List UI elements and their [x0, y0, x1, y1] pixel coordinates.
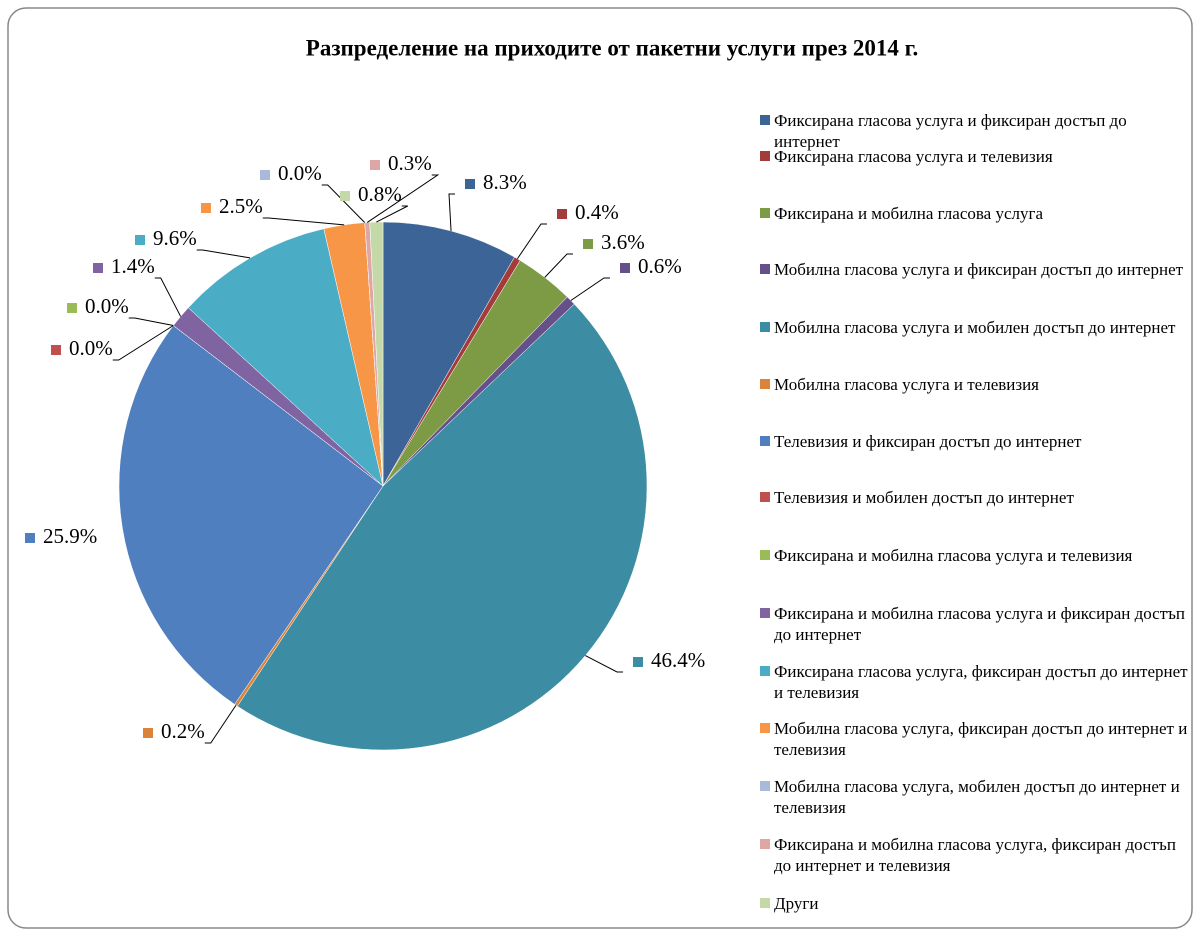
data-label: 46.4%: [651, 648, 705, 672]
label-key: [135, 235, 145, 245]
leader-line: [570, 277, 610, 301]
legend-item: Фиксирана и мобилна гласова услуга и тел…: [760, 545, 1190, 566]
pie-slice: [237, 303, 648, 751]
leader-line: [204, 704, 237, 744]
legend-item: Фиксирана и мобилна гласова услуга: [760, 203, 1190, 224]
legend-label: Мобилна гласова услуга, фиксиран достъп …: [774, 719, 1188, 759]
data-label: 1.4%: [111, 254, 155, 278]
legend-item: Други: [760, 893, 1190, 914]
legend-label: Други: [774, 894, 819, 913]
pie-slice: [382, 221, 515, 487]
data-label: 25.9%: [43, 524, 97, 548]
leader-line: [366, 174, 440, 223]
legend-item: Мобилна гласова услуга, мобилен достъп д…: [760, 776, 1190, 818]
legend-swatch: [760, 492, 770, 502]
legend-label: Фиксирана гласова услуга, фиксиран достъ…: [774, 662, 1188, 702]
legend-item: Фиксирана гласова услуга и телевизия: [760, 146, 1190, 167]
label-key: [557, 209, 567, 219]
legend-item: Мобилна гласова услуга и телевизия: [760, 374, 1190, 395]
legend-swatch: [760, 115, 770, 125]
data-label: 0.6%: [638, 254, 682, 278]
leader-line: [196, 249, 251, 259]
data-label: 8.3%: [483, 170, 527, 194]
legend-swatch: [760, 208, 770, 218]
leader-line: [128, 317, 174, 326]
legend-swatch: [760, 264, 770, 274]
label-key: [583, 239, 593, 249]
legend-label: Фиксирана и мобилна гласова услуга, фикс…: [774, 835, 1176, 875]
data-label: 0.4%: [575, 200, 619, 224]
data-label: 0.0%: [278, 161, 322, 185]
label-key: [620, 263, 630, 273]
label-key: [260, 170, 270, 180]
label-key: [67, 303, 77, 313]
legend-item: Мобилна гласова услуга и мобилен достъп …: [760, 317, 1190, 338]
legend-label: Мобилна гласова услуга и телевизия: [774, 375, 1040, 394]
legend-swatch: [760, 608, 770, 618]
legend-swatch: [760, 839, 770, 849]
legend-item: Фиксирана гласова услуга и фиксиран дост…: [760, 110, 1190, 152]
label-key: [633, 657, 643, 667]
leader-line: [154, 277, 182, 317]
legend-label: Фиксирана и мобилна гласова услуга: [774, 204, 1044, 223]
leader-line: [544, 253, 573, 278]
legend-item: Телевизия и мобилен достъп до интернет: [760, 487, 1190, 508]
legend-label: Телевизия и фиксиран достъп до интернет: [774, 432, 1082, 451]
label-key: [51, 345, 61, 355]
legend-item: Мобилна гласова услуга, фиксиран достъп …: [760, 718, 1190, 760]
legend-swatch: [760, 322, 770, 332]
legend-item: Фиксирана и мобилна гласова услуга и фик…: [760, 603, 1190, 645]
legend-label: Мобилна гласова услуга и фиксиран достъп…: [774, 260, 1184, 279]
data-label: 0.0%: [85, 294, 129, 318]
legend-item: Телевизия и фиксиран достъп до интернет: [760, 431, 1190, 452]
legend-item: Фиксирана гласова услуга, фиксиран достъ…: [760, 661, 1190, 703]
leader-line: [321, 184, 366, 223]
legend-label: Фиксирана гласова услуга и телевизия: [774, 147, 1053, 166]
data-label: 3.6%: [601, 230, 645, 254]
legend-item: Мобилна гласова услуга и фиксиран достъп…: [760, 259, 1190, 280]
legend-swatch: [760, 666, 770, 676]
data-label: 0.2%: [161, 719, 205, 743]
leader-line: [516, 223, 547, 260]
label-key: [143, 728, 153, 738]
data-label: 9.6%: [153, 226, 197, 250]
legend-label: Фиксирана и мобилна гласова услуга и фик…: [774, 604, 1186, 644]
legend-label: Мобилна гласова услуга и мобилен достъп …: [774, 318, 1176, 337]
data-label: 0.3%: [388, 151, 432, 175]
pie-slice: [118, 325, 384, 705]
legend-swatch: [760, 550, 770, 560]
legend-label: Фиксирана и мобилна гласова услуга и тел…: [774, 546, 1133, 565]
label-key: [25, 533, 35, 543]
leader-line: [262, 217, 345, 226]
label-key: [93, 263, 103, 273]
legend-label: Мобилна гласова услуга, мобилен достъп д…: [774, 777, 1180, 817]
label-key: [340, 191, 350, 201]
legend-item: Фиксирана и мобилна гласова услуга, фикс…: [760, 834, 1190, 876]
data-label: 2.5%: [219, 194, 263, 218]
data-label: 0.0%: [69, 336, 113, 360]
data-label: 0.8%: [358, 182, 402, 206]
pie-slice: [187, 228, 384, 487]
legend-swatch: [760, 781, 770, 791]
label-key: [465, 179, 475, 189]
legend-label: Фиксирана гласова услуга и фиксиран дост…: [774, 111, 1127, 151]
legend-swatch: [760, 723, 770, 733]
legend-swatch: [760, 898, 770, 908]
chart-title: Разпределение на приходите от пакетни ус…: [306, 35, 918, 60]
leader-line: [585, 655, 623, 673]
leader-line: [112, 325, 174, 361]
legend-swatch: [760, 436, 770, 446]
legend-swatch: [760, 379, 770, 389]
legend-label: Телевизия и мобилен достъп до интернет: [774, 488, 1074, 507]
label-key: [370, 160, 380, 170]
label-key: [201, 203, 211, 213]
leader-line: [376, 205, 408, 223]
leader-line: [448, 193, 455, 231]
legend-swatch: [760, 151, 770, 161]
